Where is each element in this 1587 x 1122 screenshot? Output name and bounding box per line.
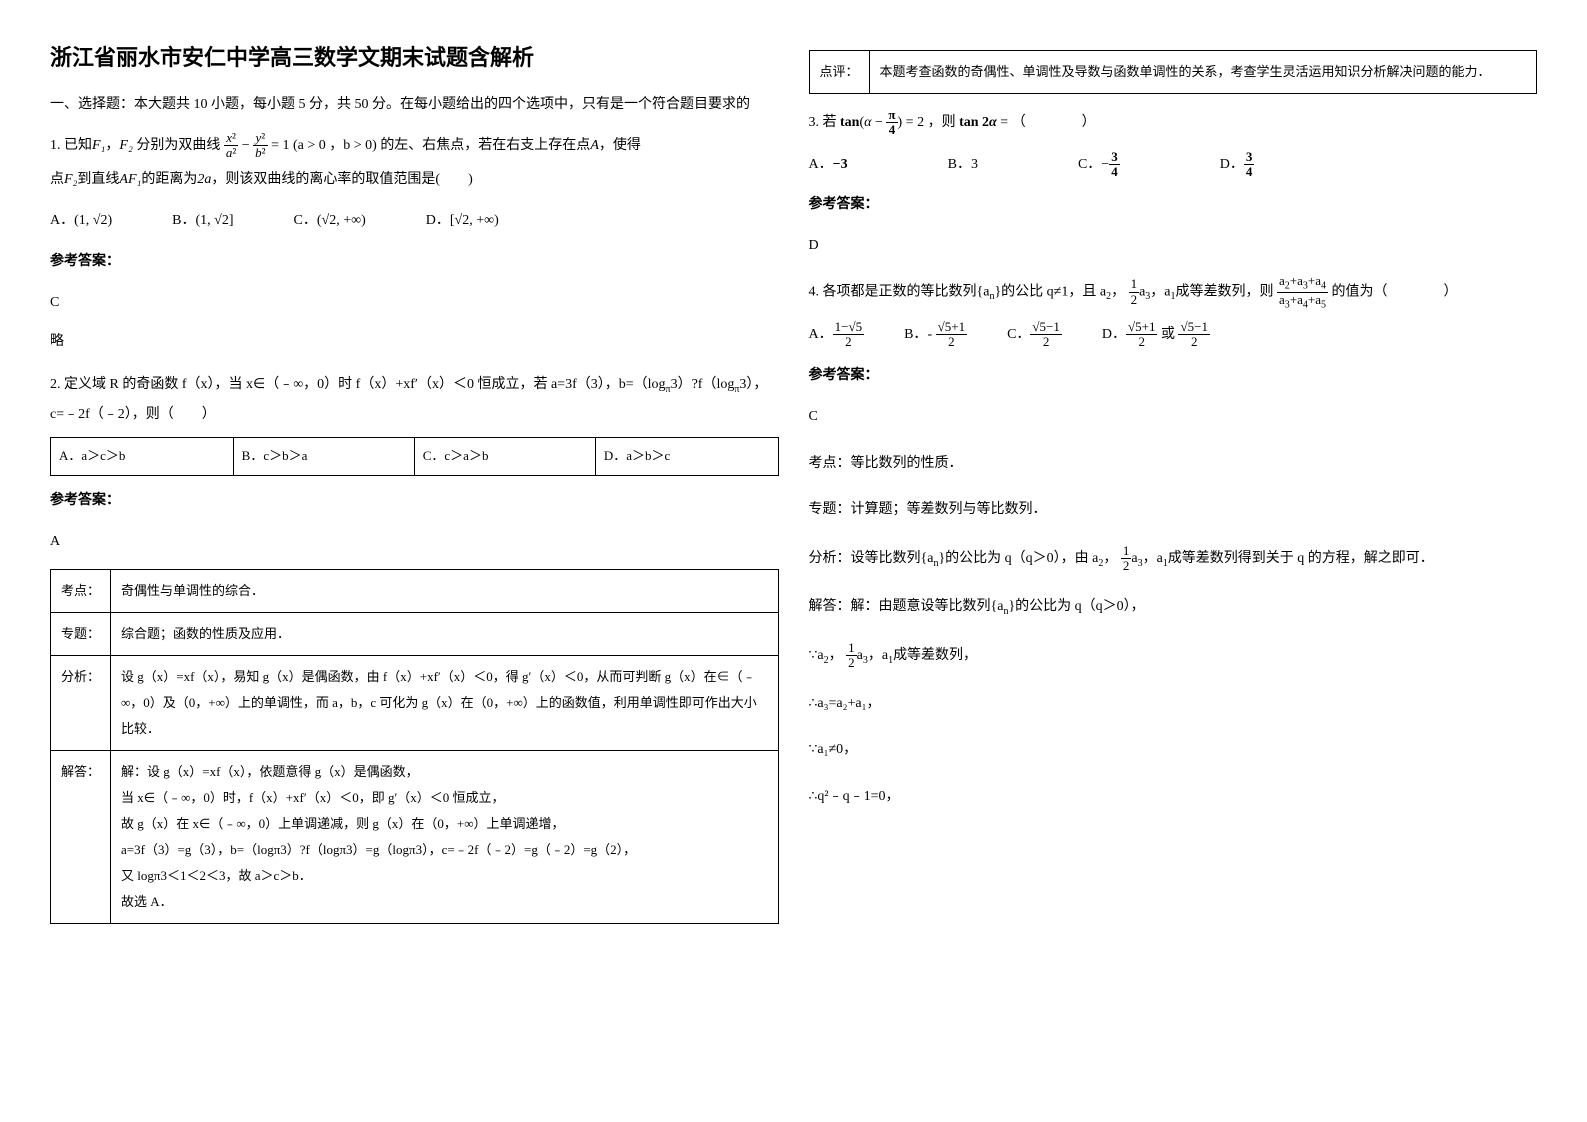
q4-answer-label: 参考答案：: [809, 361, 1538, 392]
q1-options: A．(1, √2) B．(1, √2] C．(√2, +∞) D．[√2, +∞…: [50, 206, 779, 237]
analysis-table: 考点： 奇偶性与单调性的综合． 专题： 综合题；函数的性质及应用． 分析： 设 …: [50, 569, 779, 924]
hyperbola-formula: x²a²: [224, 131, 238, 161]
q4-jieda5: ∴q²﹣q﹣1=0，: [809, 782, 1538, 813]
question-3: 3. 若 tan(α − π4) = 2 ，则 tan 2α = （ ） A．−…: [809, 106, 1538, 262]
q1-answer: C: [50, 288, 779, 319]
q4-fenxi: 分析：设等比数列{an}的公比为 q（q＞0），由 a2， 12a3，a1成等差…: [809, 542, 1538, 576]
question-1: 1. 已知F₁，F₂ 分别为双曲线 x²a² − y²b² = 1 (a > 0…: [50, 129, 779, 357]
q4-jieda1: 解答：解：由题意设等比数列{an}的公比为 q（q＞0），: [809, 592, 1538, 623]
left-column: 浙江省丽水市安仁中学高三数学文期末试题含解析 一、选择题：本大题共 10 小题，…: [50, 40, 779, 1082]
question-2: 2. 定义域 R 的奇函数 f（x），当 x∈（﹣∞，0）时 f（x）+xf′（…: [50, 370, 779, 558]
q4-zhuanti: 专题：计算题；等差数列与等比数列．: [809, 495, 1538, 526]
page-title: 浙江省丽水市安仁中学高三数学文期末试题含解析: [50, 40, 779, 72]
q3-options: A．−3 B．3 C．−34 D．34: [809, 150, 1538, 181]
q2-answer: A: [50, 527, 779, 558]
q2-choice-table: A．a＞c＞b B．c＞b＞a C．c＞a＞b D．a＞b＞c: [50, 437, 779, 476]
q1-note: 略: [50, 327, 779, 358]
q4-ratio-fraction: a2+a3+a4a3+a4+a5: [1277, 274, 1328, 310]
question-4: 4. 各项都是正数的等比数列{an}的公比 q≠1，且 a2， 12a3，a1成…: [809, 274, 1538, 813]
q4-jieda4: ∵a₁≠0，: [809, 735, 1538, 766]
q4-answer: C: [809, 402, 1538, 433]
section-1-header: 一、选择题：本大题共 10 小题，每小题 5 分，共 50 分。在每小题给出的四…: [50, 92, 779, 117]
q3-answer: D: [809, 231, 1538, 262]
q1-answer-label: 参考答案：: [50, 247, 779, 278]
q4-options: A．1−√52 B．- √5+12 C．√5−12 D．√5+12 或 √5−1…: [809, 320, 1538, 351]
q4-kaodian: 考点：等比数列的性质．: [809, 449, 1538, 480]
dianping-table: 点评： 本题考查函数的奇偶性、单调性及导数与函数单调性的关系，考查学生灵活运用知…: [809, 50, 1538, 94]
right-column: 点评： 本题考查函数的奇偶性、单调性及导数与函数单调性的关系，考查学生灵活运用知…: [809, 40, 1538, 1082]
q2-answer-label: 参考答案：: [50, 486, 779, 517]
q3-answer-label: 参考答案：: [809, 190, 1538, 221]
q4-jieda2: ∵a2， 12a3，a1成等差数列，: [809, 639, 1538, 673]
q4-jieda3: ∴a₃=a₂+a₁，: [809, 689, 1538, 720]
